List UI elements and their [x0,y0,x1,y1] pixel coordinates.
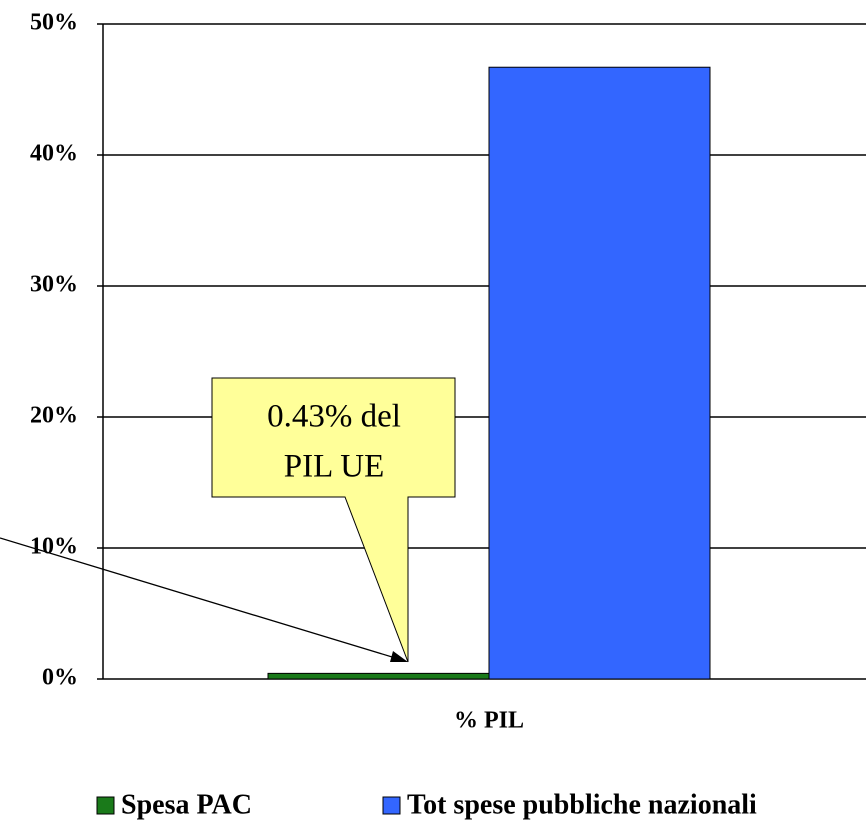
legend-label: Spesa PAC [121,789,252,820]
bar [488,66,711,680]
legend-label: Tot spese pubbliche nazionali [407,789,757,820]
legend-swatch [96,796,115,815]
y-tick-label: 10% [30,534,78,560]
annotation-text: 0.43% del [267,399,401,435]
y-tick-label: 30% [30,272,78,298]
callout [211,377,456,663]
y-tick-label: 20% [30,403,78,429]
x-tick-label: % PIL [454,708,524,734]
legend-swatch [382,796,401,815]
arrow-head [390,651,408,662]
y-tick-label: 40% [30,141,78,167]
y-tick-label: 50% [30,10,78,36]
annotation-arrow [0,537,403,661]
bar [267,672,490,680]
y-tick-label: 0% [42,665,78,691]
annotation-text: PIL UE [284,449,385,485]
